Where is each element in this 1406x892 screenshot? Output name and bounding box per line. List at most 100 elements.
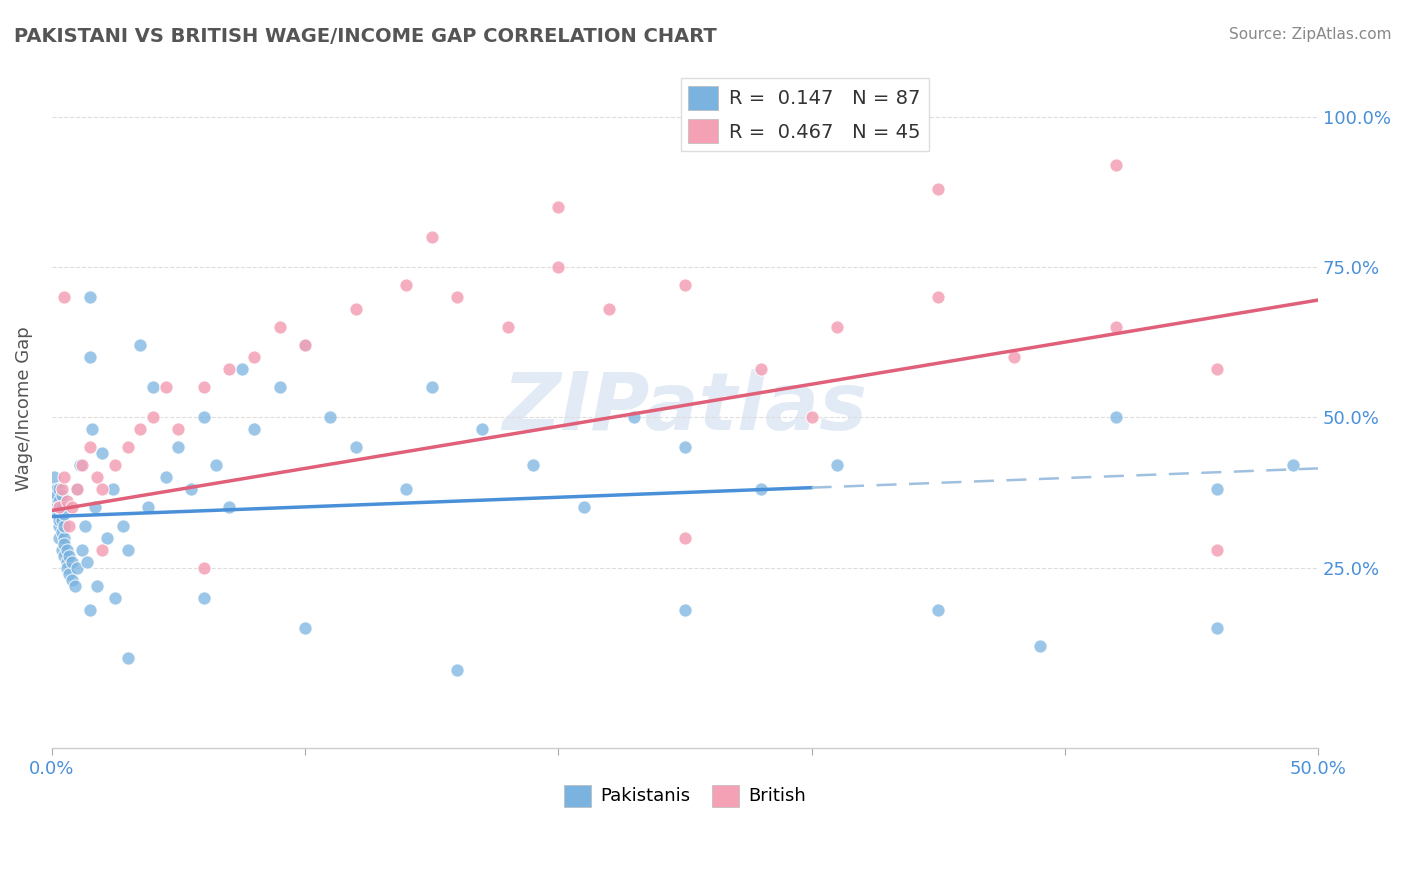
Point (117, 542, 139, 557)
Point (294, 338, 316, 352)
Point (193, 380, 215, 394)
Point (53, 518, 76, 533)
Point (48, 531, 70, 545)
Point (53, 470, 76, 484)
Point (142, 380, 165, 394)
Y-axis label: Wage/Income Gap: Wage/Income Gap (15, 326, 32, 491)
Point (51, 512, 73, 526)
Point (104, 458, 127, 473)
Point (1104, 320, 1126, 334)
Point (51, 483, 73, 497)
Point (927, 182, 949, 196)
Point (66, 483, 89, 497)
Point (572, 500, 595, 515)
Text: Source: ZipAtlas.com: Source: ZipAtlas.com (1229, 27, 1392, 42)
Point (420, 230, 443, 244)
Point (825, 320, 848, 334)
Point (56, 494, 79, 508)
Point (53, 290, 76, 304)
Point (117, 441, 139, 455)
Point (60, 555, 83, 569)
Point (79, 441, 101, 455)
Point (44, 494, 66, 508)
Point (83, 500, 105, 515)
Point (1028, 639, 1050, 653)
Point (51, 488, 73, 502)
Point (446, 663, 468, 677)
Point (48, 507, 70, 521)
Point (167, 441, 190, 455)
Point (51, 500, 73, 515)
Point (45, 507, 67, 521)
Point (927, 290, 949, 304)
Point (193, 410, 215, 425)
Point (44, 488, 66, 502)
Point (73, 518, 96, 533)
Point (60, 573, 83, 587)
Point (111, 518, 134, 533)
Point (142, 410, 165, 425)
Point (800, 410, 823, 425)
Point (56, 555, 79, 569)
Point (673, 278, 696, 293)
Point (66, 560, 89, 574)
Point (96, 531, 118, 545)
Point (1104, 158, 1126, 172)
Point (58, 549, 80, 563)
Point (294, 621, 316, 635)
Point (193, 591, 215, 605)
Point (231, 362, 253, 376)
Point (48, 500, 70, 515)
Point (344, 301, 367, 316)
Point (1205, 483, 1227, 497)
Point (45, 488, 67, 502)
Point (58, 566, 80, 581)
Point (69, 458, 91, 473)
Text: ZIPatlas: ZIPatlas (502, 369, 868, 447)
Point (44, 483, 66, 497)
Point (243, 422, 266, 436)
Point (117, 650, 139, 665)
Point (167, 422, 190, 436)
Point (496, 320, 519, 334)
Point (56, 542, 79, 557)
Point (79, 603, 101, 617)
Point (1205, 362, 1227, 376)
Point (63, 579, 86, 593)
Point (45, 494, 67, 508)
Point (48, 512, 70, 526)
Point (66, 483, 89, 497)
Point (48, 500, 70, 515)
Point (344, 441, 367, 455)
Point (395, 483, 418, 497)
Point (70, 458, 93, 473)
Point (129, 422, 152, 436)
Point (53, 536, 76, 550)
Point (58, 518, 80, 533)
Point (86, 579, 108, 593)
Point (101, 483, 124, 497)
Point (45, 500, 67, 515)
Point (51, 542, 73, 557)
Point (749, 483, 772, 497)
Point (180, 483, 202, 497)
Point (129, 338, 152, 352)
Point (82, 422, 104, 436)
Point (45, 483, 67, 497)
Point (155, 380, 177, 394)
Point (53, 549, 76, 563)
Point (91, 483, 114, 497)
Point (79, 290, 101, 304)
Point (79, 350, 101, 364)
Point (1104, 410, 1126, 425)
Point (749, 362, 772, 376)
Point (395, 278, 418, 293)
Text: PAKISTANI VS BRITISH WAGE/INCOME GAP CORRELATION CHART: PAKISTANI VS BRITISH WAGE/INCOME GAP COR… (14, 27, 717, 45)
Point (319, 410, 342, 425)
Point (598, 301, 620, 316)
Point (446, 290, 468, 304)
Point (269, 320, 291, 334)
Point (673, 603, 696, 617)
Point (927, 603, 949, 617)
Point (53, 507, 76, 521)
